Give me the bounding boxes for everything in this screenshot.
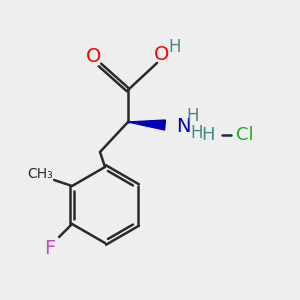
Text: H: H [201, 126, 215, 144]
Text: H: H [169, 38, 181, 56]
Text: O: O [154, 44, 170, 64]
Text: Cl: Cl [236, 126, 254, 144]
Polygon shape [128, 120, 165, 130]
Text: F: F [44, 238, 56, 257]
Text: H: H [191, 124, 203, 142]
Text: H: H [187, 107, 199, 125]
Text: O: O [86, 47, 102, 67]
Text: CH₃: CH₃ [27, 167, 53, 181]
Text: N: N [176, 116, 190, 136]
